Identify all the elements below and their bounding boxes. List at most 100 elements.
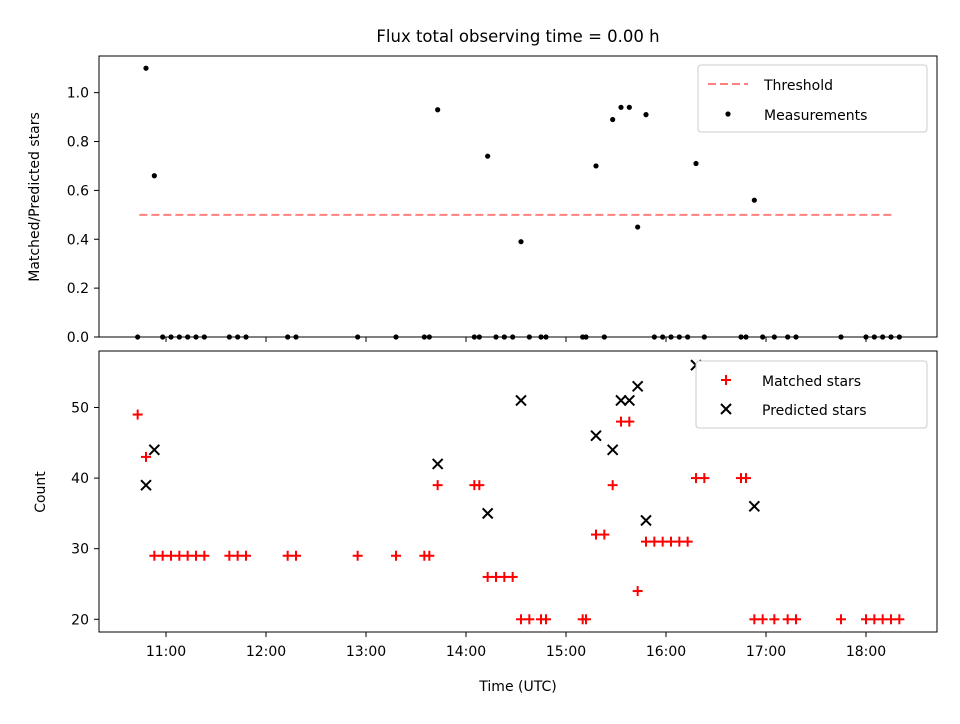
measurement-point	[626, 104, 632, 110]
legend-matched-marker	[721, 375, 731, 385]
measurement-point	[618, 104, 624, 110]
matched-star-point	[869, 614, 880, 625]
legend-matched-label: Matched stars	[762, 374, 861, 390]
top-frame	[98, 55, 938, 338]
bottom-y-tick-label: 30	[71, 542, 89, 558]
legend-predicted-swatch	[720, 403, 732, 415]
matched-star-point	[674, 536, 685, 547]
legend-predicted-marker	[720, 403, 732, 415]
top-legend: Threshold Measurements	[697, 64, 928, 133]
matched-star-point	[391, 550, 401, 561]
matched-star-point	[541, 614, 551, 625]
predicted-star-point	[481, 507, 494, 520]
predicted-star-point	[623, 394, 636, 407]
matched-star-points	[132, 409, 905, 625]
measurement-point	[693, 160, 699, 167]
matched-star-point	[352, 550, 363, 561]
top-y-axis-label: Matched/Predicted stars	[27, 112, 43, 282]
measurement-point	[143, 65, 149, 71]
matched-star-point	[682, 536, 693, 547]
bottom-y-axis-label: Count	[33, 471, 49, 513]
measurement-point	[751, 197, 757, 203]
measurement-point	[593, 163, 599, 169]
predicted-star-point	[140, 479, 152, 491]
bottom-frame	[98, 350, 938, 633]
x-tick-label: 13:00	[346, 644, 386, 660]
matched-star-point	[607, 480, 618, 491]
predicted-star-point	[606, 444, 619, 456]
matched-star-point	[474, 480, 485, 491]
measurement-point	[435, 107, 441, 113]
bottom-y-tick-label: 20	[71, 612, 89, 628]
top-y-tick-label: 0.0	[67, 330, 89, 346]
x-tick-label: 16:00	[646, 644, 686, 660]
top-y-tick-label: 0.8	[67, 135, 89, 151]
matched-star-point	[741, 473, 751, 484]
top-y-tick-label: 0.2	[67, 281, 89, 297]
chart-title: Flux total observing time = 0.00 h	[376, 27, 659, 46]
legend-predicted-label: Predicted stars	[762, 403, 867, 419]
matched-star-point	[524, 614, 535, 625]
bottom-x-ticks: 11:00 12:00 13:00 14:00 15:00 16:00 17:00 18:00	[146, 632, 886, 660]
matched-star-point	[649, 536, 660, 547]
matched-star-point	[424, 550, 435, 561]
matched-star-point	[749, 614, 760, 625]
bottom-y-tick-label: 40	[71, 471, 89, 487]
matched-star-point	[624, 416, 635, 427]
matched-star-point	[141, 451, 151, 462]
matched-star-point	[149, 550, 160, 561]
measurement-point	[518, 239, 524, 245]
predicted-star-point	[590, 430, 602, 442]
x-tick-label: 18:00	[846, 644, 886, 660]
matched-star-point	[241, 550, 251, 561]
x-tick-label: 11:00	[146, 644, 186, 660]
x-tick-label: 15:00	[546, 644, 586, 660]
top-y-tick-label: 0.4	[67, 232, 89, 248]
x-tick-label: 12:00	[246, 644, 286, 660]
matched-star-point	[224, 550, 235, 561]
predicted-star-point	[515, 394, 527, 407]
matched-star-point	[199, 550, 210, 561]
x-axis-label: Time (UTC)	[478, 679, 556, 695]
measurement-point	[635, 224, 641, 230]
top-y-tick-label: 0.6	[67, 183, 89, 199]
legend-measurements-label: Measurements	[764, 108, 867, 124]
predicted-star-point	[431, 458, 444, 470]
matched-star-point	[769, 614, 780, 625]
matched-star-point	[894, 614, 905, 625]
matched-star-point	[836, 614, 846, 625]
bottom-legend: Matched stars Predicted stars	[695, 360, 928, 429]
matched-star-point	[581, 614, 591, 625]
matched-star-point	[599, 529, 610, 540]
top-panel: 0.0 0.2 0.4 0.6 0.8 1.0 Matched/Predicted sta…	[27, 55, 938, 346]
predicted-star-point	[631, 380, 644, 393]
matched-star-point	[132, 409, 143, 420]
matched-star-point	[632, 586, 643, 597]
bottom-y-tick-label: 50	[71, 400, 89, 416]
matched-star-point	[291, 550, 301, 561]
matched-star-point	[174, 550, 185, 561]
measurement-point	[485, 153, 491, 159]
measurement-point	[643, 112, 649, 118]
top-y-ticks: 0.0 0.2 0.4 0.6 0.8 1.0	[67, 86, 99, 346]
predicted-star-points	[140, 359, 761, 527]
predicted-star-point	[148, 444, 161, 456]
matched-star-point	[432, 480, 443, 491]
legend-threshold-label: Threshold	[763, 78, 833, 94]
predicted-star-point	[748, 500, 761, 513]
matched-star-point	[507, 571, 518, 582]
x-tick-label: 17:00	[746, 644, 786, 660]
top-y-tick-label: 1.0	[67, 86, 89, 102]
legend-matched-swatch	[721, 375, 731, 385]
x-tick-label: 14:00	[446, 644, 486, 660]
measurement-point	[610, 116, 616, 123]
matched-star-point	[757, 614, 768, 625]
measurement-point	[151, 173, 157, 179]
predicted-star-point	[640, 514, 652, 527]
matched-star-point	[791, 614, 801, 625]
legend-measurements-swatch	[725, 111, 731, 117]
matched-star-point	[699, 473, 710, 484]
bottom-y-ticks: 20 30 40 50	[71, 400, 99, 628]
